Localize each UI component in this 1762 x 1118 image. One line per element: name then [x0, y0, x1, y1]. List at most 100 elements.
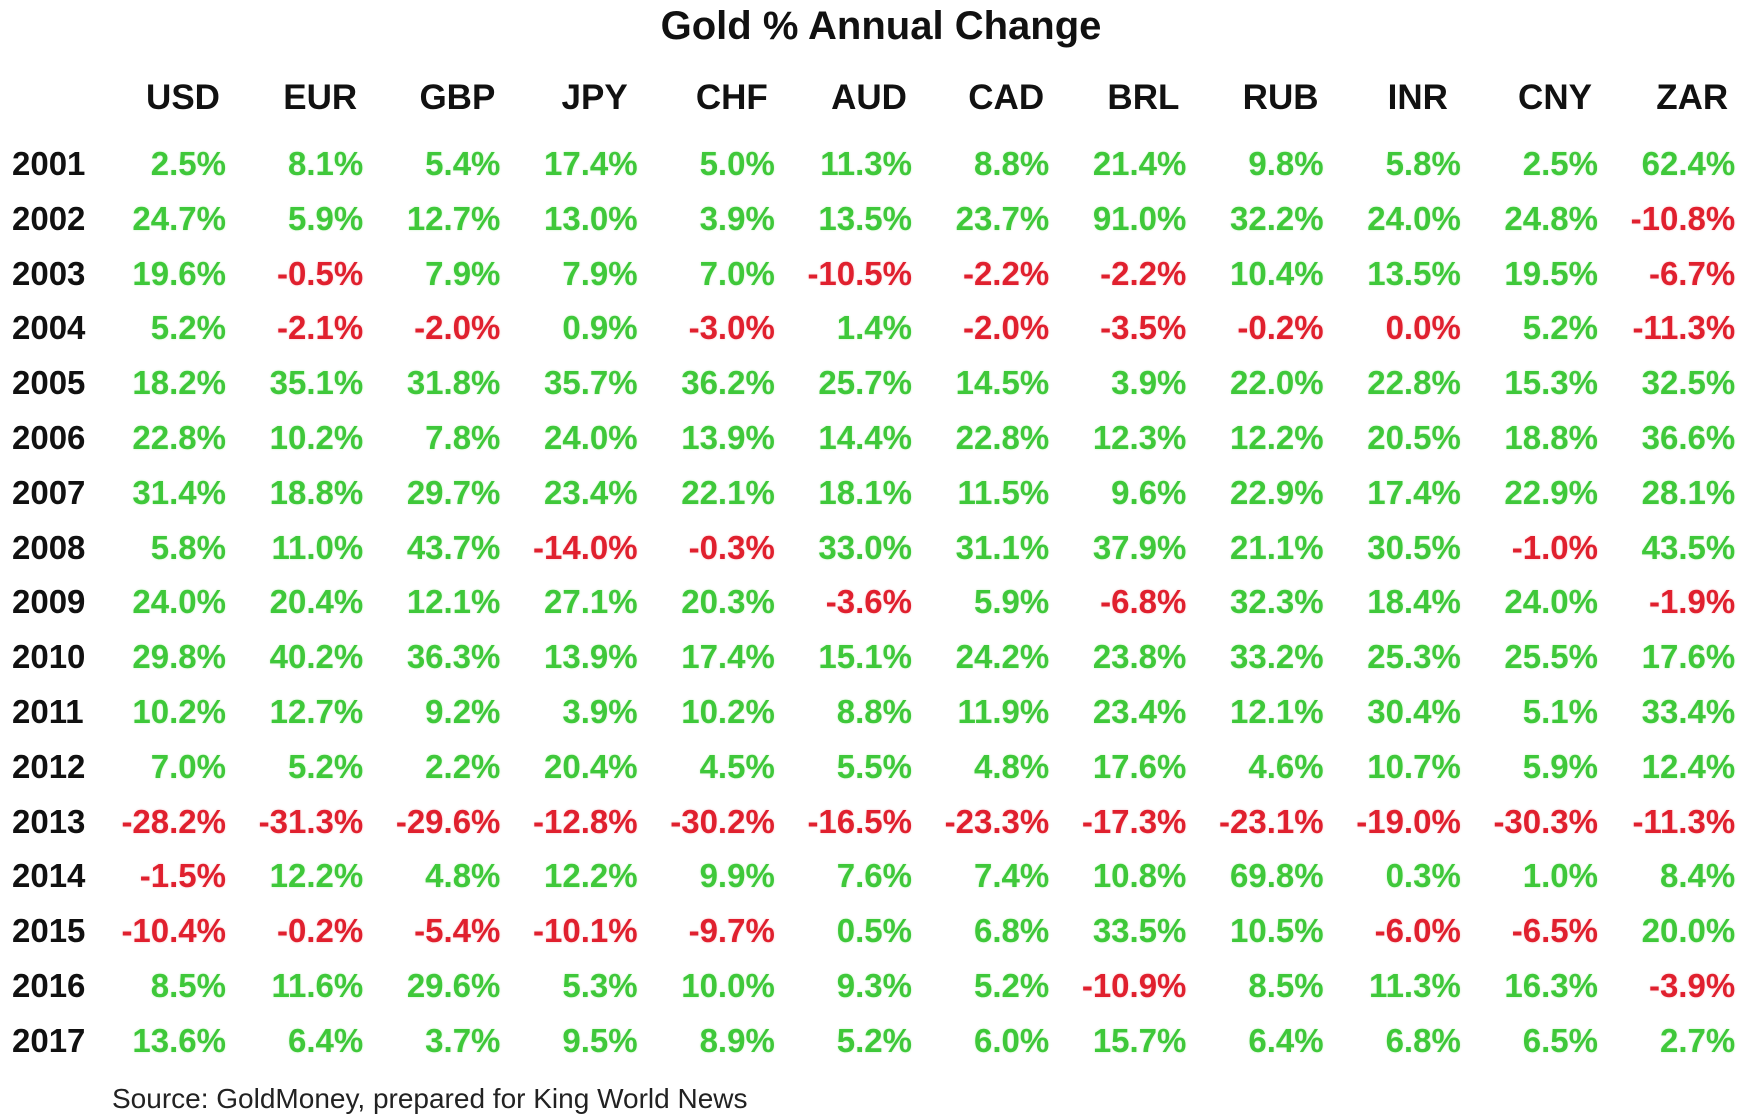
cell-2008-cny: -1.0%: [1511, 528, 1598, 566]
cell-2001-jpy: 17.4%: [544, 145, 638, 182]
cell-2005-zar: 32.5%: [1641, 364, 1736, 402]
cell-2002-cad: 23.7%: [955, 199, 1050, 237]
cell-2008-cad: 31.1%: [955, 528, 1050, 566]
cell-2007-zar: 28.1%: [1641, 473, 1736, 511]
row-label-2012: 2012: [12, 747, 86, 785]
row-label-2002: 2002: [12, 199, 86, 237]
cell-2009-brl: -6.8%: [1100, 583, 1187, 621]
cell-2013-rub: -23.1%: [1219, 802, 1324, 840]
cell-2014-gbp: 4.8%: [425, 857, 501, 895]
cell-2016-eur: 11.6%: [271, 967, 364, 1004]
cell-2010-inr: 25.3%: [1367, 638, 1461, 676]
cell-2006-cad: 22.8%: [955, 419, 1050, 456]
cell-2001-brl: 21.4%: [1092, 145, 1187, 182]
cell-2004-aud: 1.4%: [836, 309, 912, 347]
cell-2005-cad: 14.5%: [955, 364, 1050, 402]
cell-2004-inr: 0.0%: [1385, 309, 1461, 347]
cell-2003-cny: 19.5%: [1504, 254, 1598, 292]
row-label-2003: 2003: [12, 254, 86, 292]
cell-2011-eur: 12.7%: [269, 693, 364, 730]
cell-2013-aud: -16.5%: [807, 802, 912, 840]
cell-2016-chf: 10.0%: [681, 967, 775, 1004]
cell-2008-zar: 43.5%: [1641, 528, 1736, 566]
cell-2007-chf: 22.1%: [681, 473, 775, 511]
cell-2005-eur: 35.1%: [269, 364, 364, 402]
cell-2015-inr: -6.0%: [1374, 912, 1461, 950]
row-label-2011: 2011: [12, 693, 84, 730]
cell-2001-chf: 5.0%: [699, 145, 775, 182]
column-header-cad: CAD: [968, 78, 1045, 117]
cell-2002-chf: 3.9%: [699, 199, 775, 237]
cell-2016-gbp: 29.6%: [406, 967, 501, 1004]
cell-2008-inr: 30.5%: [1367, 528, 1461, 566]
cell-2002-usd: 24.7%: [132, 199, 226, 237]
cell-2001-eur: 8.1%: [287, 145, 364, 182]
cell-2004-rub: -0.2%: [1237, 309, 1324, 347]
cell-2007-inr: 17.4%: [1367, 473, 1461, 511]
cell-2008-chf: -0.3%: [688, 528, 775, 566]
cell-2003-jpy: 7.9%: [562, 254, 638, 292]
row-label-2017: 2017: [12, 1021, 86, 1059]
cell-2004-cad: -2.0%: [962, 309, 1050, 347]
cell-2004-gbp: -2.0%: [414, 309, 501, 347]
cell-2010-brl: 23.8%: [1092, 638, 1187, 676]
chart-title: Gold % Annual Change: [660, 4, 1102, 48]
cell-2002-eur: 5.9%: [287, 199, 364, 237]
row-label-2009: 2009: [12, 583, 86, 621]
cell-2015-jpy: -10.1%: [533, 912, 638, 950]
row-label-2008: 2008: [12, 528, 86, 566]
cell-2015-zar: 20.0%: [1641, 912, 1736, 950]
cell-2006-brl: 12.3%: [1092, 419, 1187, 456]
cell-2005-usd: 18.2%: [132, 364, 226, 402]
cell-2004-jpy: 0.9%: [562, 309, 638, 347]
cell-2015-rub: 10.5%: [1230, 912, 1324, 950]
cell-2012-inr: 10.7%: [1367, 747, 1461, 785]
cell-2003-eur: -0.5%: [276, 254, 364, 292]
cell-2005-gbp: 31.8%: [406, 364, 501, 402]
cell-2017-jpy: 9.5%: [562, 1021, 638, 1059]
cell-2012-cad: 4.8%: [973, 747, 1050, 785]
row-label-2015: 2015: [12, 912, 86, 950]
cell-2009-zar: -1.9%: [1648, 583, 1736, 621]
cell-2003-chf: 7.0%: [699, 254, 775, 292]
column-header-brl: BRL: [1107, 78, 1180, 117]
cell-2001-rub: 9.8%: [1248, 145, 1324, 182]
cell-2011-brl: 23.4%: [1092, 693, 1187, 730]
cell-2002-rub: 32.2%: [1230, 199, 1324, 237]
cell-2016-inr: 11.3%: [1369, 967, 1461, 1004]
cell-2011-cad: 11.9%: [957, 693, 1050, 730]
cell-2012-gbp: 2.2%: [425, 747, 501, 785]
cell-2003-rub: 10.4%: [1230, 254, 1324, 292]
cell-2005-brl: 3.9%: [1111, 364, 1187, 402]
cell-2016-cny: 16.3%: [1504, 967, 1598, 1004]
cell-2009-cny: 24.0%: [1504, 583, 1598, 621]
cell-2002-inr: 24.0%: [1367, 199, 1461, 237]
column-header-eur: EUR: [283, 78, 358, 117]
cell-2009-inr: 18.4%: [1367, 583, 1461, 621]
cell-2003-inr: 13.5%: [1367, 254, 1461, 292]
cell-2007-jpy: 23.4%: [544, 473, 638, 511]
cell-2004-eur: -2.1%: [276, 309, 364, 347]
cell-2011-zar: 33.4%: [1641, 693, 1736, 730]
cell-2003-gbp: 7.9%: [425, 254, 501, 292]
column-header-rub: RUB: [1242, 78, 1319, 117]
cell-2016-usd: 8.5%: [150, 967, 226, 1004]
cell-2006-cny: 18.8%: [1504, 419, 1598, 456]
cell-2017-brl: 15.7%: [1092, 1021, 1187, 1059]
column-header-chf: CHF: [695, 78, 768, 117]
cell-2017-cny: 6.5%: [1522, 1021, 1598, 1059]
cell-2005-rub: 22.0%: [1230, 364, 1324, 402]
cell-2014-rub: 69.8%: [1230, 857, 1324, 895]
column-header-usd: USD: [146, 78, 220, 117]
cell-2012-cny: 5.9%: [1522, 747, 1598, 785]
cell-2011-aud: 8.8%: [836, 693, 912, 730]
cell-2014-brl: 10.8%: [1092, 857, 1187, 895]
cell-2015-usd: -10.4%: [121, 912, 226, 950]
cell-2010-jpy: 13.9%: [544, 638, 638, 676]
cell-2007-cny: 22.9%: [1504, 473, 1598, 511]
cell-2008-jpy: -14.0%: [533, 528, 638, 566]
cell-2006-aud: 14.4%: [818, 419, 912, 456]
cell-2004-usd: 5.2%: [150, 309, 226, 347]
cell-2011-usd: 10.2%: [132, 693, 226, 730]
cell-2016-cad: 5.2%: [973, 967, 1050, 1004]
